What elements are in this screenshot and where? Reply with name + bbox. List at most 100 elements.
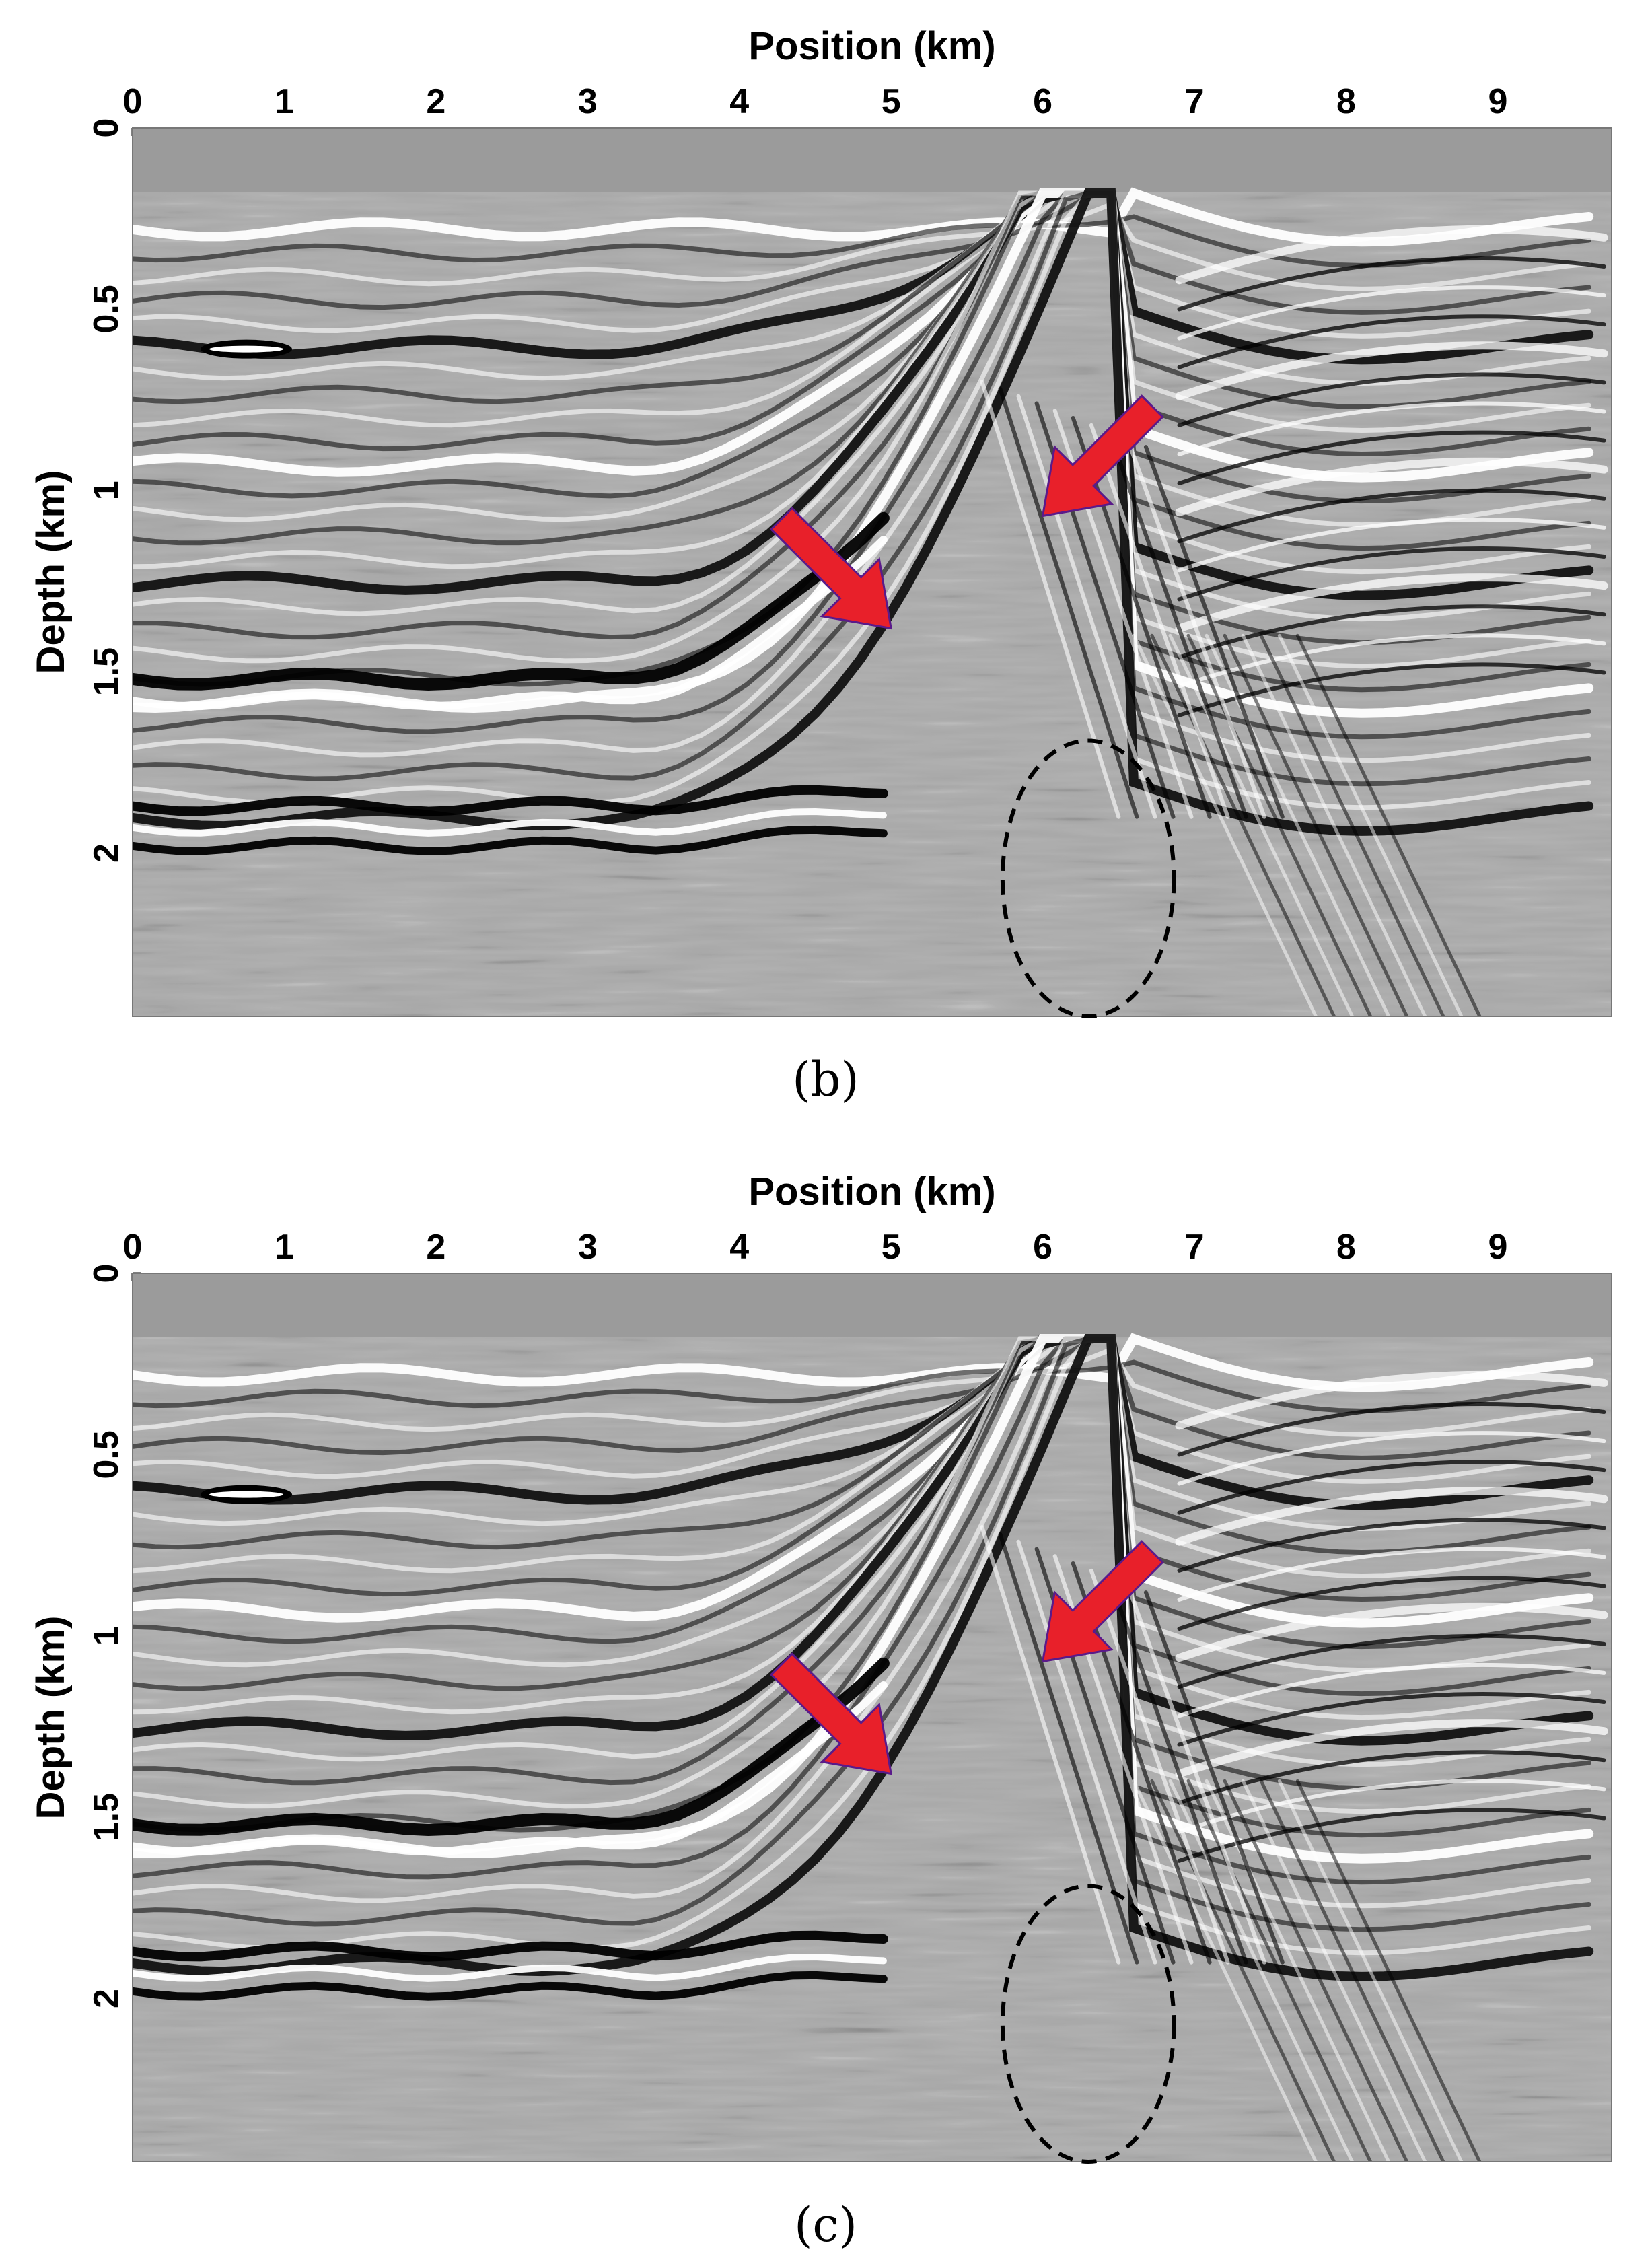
reflector-line	[1295, 1779, 1482, 2162]
reflector-line	[1177, 1431, 1606, 1486]
reflector-line	[1143, 1590, 1285, 1965]
reflector-line	[1150, 1779, 1336, 2162]
x-tick-label: 9	[1488, 82, 1507, 121]
reflector-line	[1277, 1779, 1464, 2162]
reflector-line	[133, 1657, 890, 1837]
x-axis-title: Position (km)	[748, 1170, 995, 1213]
reflector-line	[133, 1334, 1594, 1746]
x-tick-label: 4	[729, 82, 749, 121]
reflector-line	[133, 190, 1591, 763]
reflector-line	[133, 511, 890, 691]
reflector-line	[133, 1336, 1591, 1814]
reflector-line	[133, 190, 1591, 551]
reflector-line	[133, 190, 1591, 315]
reflector-line	[1177, 1633, 1606, 1689]
y-tick-label: 0	[87, 118, 126, 138]
y-tick-label: 2	[87, 843, 126, 863]
reflector-line	[1177, 314, 1606, 369]
reflector-line	[1175, 1487, 1608, 1546]
reflector-line	[1177, 662, 1606, 717]
y-tick-label: 1	[87, 481, 126, 500]
y-tick-label: 1.5	[87, 647, 126, 696]
reflector-line	[1175, 1719, 1608, 1778]
y-axis-title: Depth (km)	[29, 470, 73, 674]
reflector-line	[133, 785, 888, 816]
reflector-line	[1186, 633, 1373, 1016]
reflector-line	[133, 190, 1591, 457]
y-tick-label: 1	[87, 1626, 126, 1646]
x-tick-label: 8	[1336, 82, 1356, 121]
reflector-line	[1177, 517, 1606, 573]
right-arrow	[1041, 1540, 1164, 1663]
reflector-line	[1177, 1401, 1606, 1457]
x-tick-label: 9	[1488, 1228, 1507, 1267]
reflector-line	[1168, 1779, 1354, 2162]
reflector-line	[133, 190, 1591, 810]
reflector-line	[1177, 1518, 1606, 1573]
reflector-line	[133, 188, 1594, 836]
reflector-line	[1175, 457, 1608, 517]
reflector-line	[133, 190, 1591, 528]
reflector-line	[1177, 488, 1606, 544]
reflector-line	[1177, 546, 1606, 602]
reflector-line	[133, 1336, 1591, 1838]
reflector-line	[133, 1336, 1591, 1579]
reflector-line	[133, 825, 888, 855]
reflector-line	[133, 190, 1591, 669]
panel-c: Position (km) Depth (km) 0 1 2 3 4 5 6 7 8 9 0 0.5…	[29, 1170, 1612, 2253]
reflector-line	[1177, 401, 1606, 456]
reflector-line	[133, 1336, 1591, 1720]
seismic-image	[133, 128, 1612, 1016]
x-tick-label: 0	[123, 1228, 143, 1267]
reflector-line	[1186, 1779, 1373, 2162]
x-tick-label: 6	[1033, 1228, 1052, 1267]
reflector-line	[133, 188, 1594, 600]
reflector-line	[1177, 1460, 1606, 1515]
x-tick-label: 1	[275, 1228, 294, 1267]
x-tick-label: 8	[1336, 1228, 1356, 1267]
reflector-line	[1223, 1779, 1409, 2162]
x-tick-label: 2	[426, 1228, 445, 1267]
reflector-line	[980, 380, 1121, 819]
reflector-line	[1175, 341, 1608, 400]
reflector-line	[133, 188, 1594, 483]
x-tick-labels: 0 1 2 3 4 5 6 7 8 9	[123, 82, 1507, 136]
reflector-line	[133, 536, 888, 711]
x-tick-label: 3	[578, 82, 598, 121]
lens-anomaly-highlight	[209, 1491, 284, 1498]
reflector-line	[1175, 1602, 1608, 1662]
reflector-line	[133, 1336, 1591, 1460]
dashed-ellipse	[1000, 1884, 1176, 2164]
reflector-line	[1241, 1779, 1427, 2162]
left-arrow	[769, 1652, 893, 1775]
x-tick-label: 5	[882, 82, 901, 121]
panel-b: Position (km) Depth (km) 0 1 2 3 4 5 6 7 8 9 0 0.5…	[29, 24, 1612, 1107]
reflector-line	[1277, 633, 1464, 1016]
reflector-line	[133, 190, 1591, 339]
reflector-line	[1016, 394, 1157, 819]
y-tick-label: 0	[87, 1264, 126, 1283]
reflector-line	[1177, 604, 1606, 660]
reflector-line	[1259, 1779, 1445, 2162]
reflector-line	[1143, 445, 1285, 819]
reflector-line	[1016, 1539, 1157, 1965]
y-tick-label: 0.5	[87, 1430, 126, 1479]
reflector-line	[1132, 1779, 1318, 2162]
reflector-line	[1089, 423, 1230, 819]
reflector-line	[133, 1953, 887, 1982]
reflector-line	[1177, 1662, 1606, 1718]
x-tick-label: 5	[882, 1228, 901, 1267]
seismic-image	[133, 1273, 1612, 2162]
x-tick-label: 6	[1033, 82, 1052, 121]
reflector-line	[133, 1336, 1591, 1909]
left-arrow	[769, 507, 893, 630]
x-axis-title: Position (km)	[748, 24, 995, 68]
y-tick-labels: 0 0.5 1 1.5 2	[87, 1264, 141, 2008]
reflector-line	[133, 190, 1591, 693]
lens-anomaly-highlight	[209, 345, 284, 353]
reflector-line	[133, 1336, 1591, 1602]
reflector-line	[133, 1347, 1591, 1437]
reflector-line	[1107, 1576, 1248, 1965]
reflector-line	[1175, 225, 1608, 285]
reflector-line	[1177, 1691, 1606, 1747]
